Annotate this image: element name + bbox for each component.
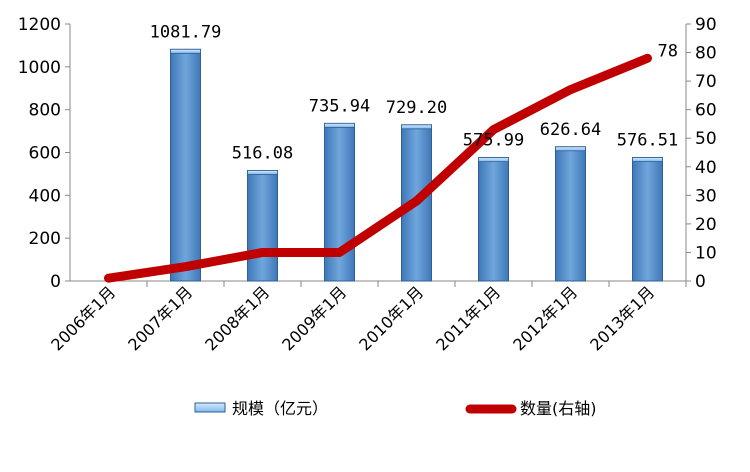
bar: [247, 169, 278, 282]
y-left-tick-label: 200: [29, 229, 61, 249]
legend-item-line: 数量(右轴): [465, 399, 597, 418]
y-left-tick-label: 400: [29, 186, 61, 206]
bar-data-label: 516.08: [232, 143, 293, 163]
bar: [170, 48, 201, 282]
bar-data-label: 626.64: [540, 120, 601, 140]
bar: [324, 122, 355, 282]
line-series: [104, 53, 652, 283]
y-left-tick-label: 1200: [18, 15, 61, 35]
y-right-tick-label: 70: [695, 72, 717, 92]
y-right-tick-label: 80: [695, 44, 717, 64]
bar: [555, 146, 586, 282]
y-left-tick-label: 800: [29, 101, 61, 121]
x-tick-label: 2013年1月: [586, 282, 658, 354]
bar: [478, 157, 509, 282]
y-right-tick-label: 50: [695, 129, 717, 149]
y-right-tick-label: 10: [695, 243, 717, 263]
y-right-tick-label: 20: [695, 215, 717, 235]
x-tick-label: 2012年1月: [509, 282, 581, 354]
x-tick-label: 2008年1月: [201, 282, 273, 354]
bar-data-label: 729.20: [386, 98, 447, 118]
y-right-tick-label: 30: [695, 186, 717, 206]
bar-data-label: 576.51: [617, 131, 678, 151]
y-right-tick-label: 60: [695, 101, 717, 121]
legend-label-bar: 规模（亿元）: [232, 399, 328, 418]
y-right-tick-label: 40: [695, 158, 717, 178]
quantity-line: [104, 53, 652, 283]
x-tick-label: 2010年1月: [355, 282, 427, 354]
x-tick-label: 2006年1月: [47, 282, 119, 354]
x-tick-label: 2009年1月: [278, 282, 350, 354]
legend: 规模（亿元） 数量(右轴): [194, 399, 597, 418]
y-left-tick-label: 1000: [18, 58, 61, 78]
bar: [632, 157, 663, 282]
legend-swatch-bar: [194, 402, 226, 413]
axes: 0 200 400 600 800 1000 1200 0 10 20 30 40 50 60 70 80 90…: [18, 15, 717, 354]
bar-data-label: 1081.79: [150, 22, 222, 42]
x-tick-label: 2007年1月: [124, 282, 196, 354]
bar-data-label: 575.99: [463, 131, 524, 151]
legend-label-line: 数量(右轴): [520, 399, 597, 418]
y-left-tick-label: 0: [50, 272, 61, 292]
line-data-label: 78: [658, 41, 678, 61]
bar-data-label: 735.94: [309, 96, 370, 116]
legend-item-bar: 规模（亿元）: [194, 399, 328, 418]
y-right-tick-label: 0: [695, 272, 706, 292]
data-labels: 1081.79 516.08 735.94 729.20 575.99 626.64 576…: [150, 22, 679, 163]
y-left-tick-label: 600: [29, 144, 61, 164]
x-tick-label: 2011年1月: [432, 282, 504, 354]
y-right-tick-label: 90: [695, 15, 717, 35]
